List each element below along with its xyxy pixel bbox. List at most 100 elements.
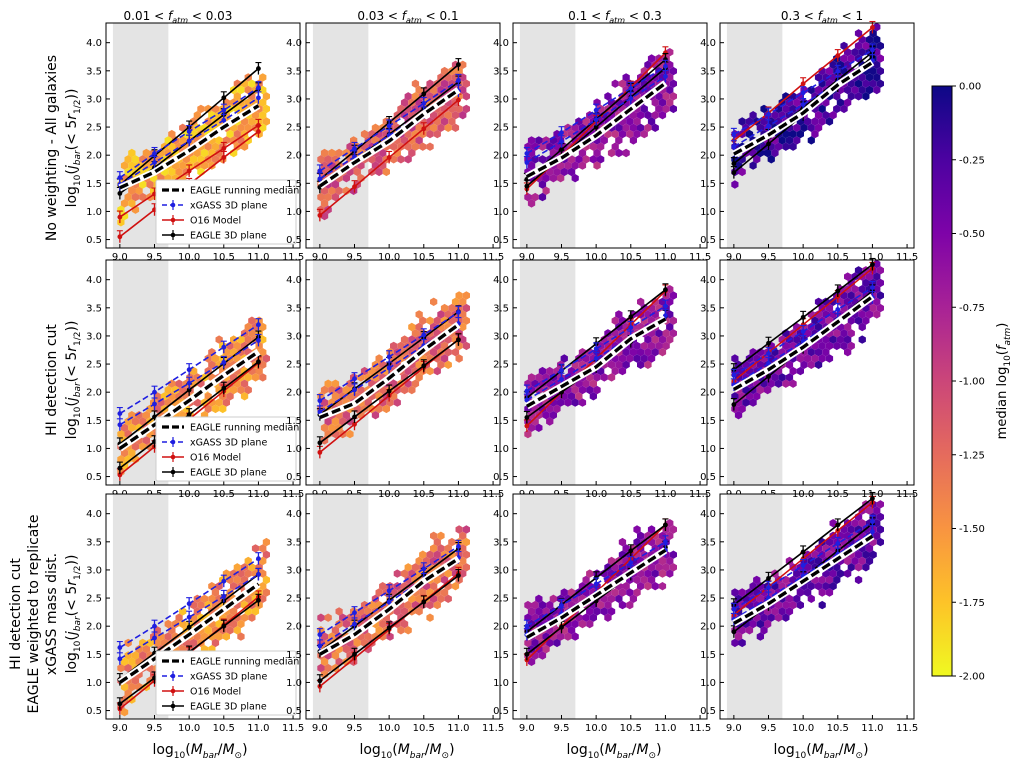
hexbin-cell [204,104,212,114]
hexbin-cell [444,111,452,120]
hexbin-cell [865,556,874,566]
hexbin-cell [557,174,565,183]
xgass-3d-plane-series-2 [116,333,262,431]
y-tick-label: 3.0 [493,94,509,105]
hexbin-cell [793,569,801,578]
hexbin-cell [128,448,136,458]
hexbin-cell [251,607,260,616]
x-tick-label: 11.5 [482,252,504,263]
eagle-running-median [319,323,460,420]
hexbin-cell [811,129,819,139]
hexbin-cell [600,607,608,616]
panel-frame [305,493,501,720]
panel-r3-c3: 0.5 1.0 1.5 2.0 2.5 3.0 3.5 4.0 9.0 9.5 10.0 10.5 11… [493,493,711,734]
x-axis-label-4: log10(Mbar/M⊙) [773,742,868,761]
hexbin-cell [658,111,667,120]
x-tick-label: 11.5 [282,723,304,734]
hexbin-cell [597,600,605,610]
row-labels: No weighting - All galaxies log10(jbar(<… [8,55,83,714]
hexbin-cell [669,525,677,534]
hexbin-cell [655,563,663,572]
hexbin-cell [542,411,550,420]
o16-model-series-1-point [317,449,323,455]
hexbin-cell [622,556,630,566]
hexbin-cell [255,366,263,376]
hexbin-cell [611,129,619,139]
hexbin-cell [818,588,826,597]
hexbin-cell [168,142,176,151]
hexbin-cell [822,335,830,344]
hexbin-cell [419,588,427,597]
hexbin-cell [419,550,427,559]
legend-label: EAGLE running median [190,423,299,434]
x-tick-label: 10.5 [620,723,642,734]
hexbin-cloud [731,259,884,420]
hexbin-cell [869,512,877,522]
hexbin-cell [262,588,270,597]
panel-r3-c2: 0.5 1.0 1.5 2.0 2.5 3.0 3.5 4.0 9.0 9.5 10.0 10.5 11… [286,493,504,734]
y-tick-label: 1.5 [493,650,509,661]
colorbar-tick-label: -0.25 [959,155,985,166]
xgass-3d-plane-series-2-point [559,139,564,145]
hexbin-cell [335,385,343,395]
hexbin-cell [204,117,212,126]
hexbin-cell [873,506,881,515]
hexbin-cell [135,411,143,420]
hexbin-cell [869,66,877,76]
hexbin-cell [753,575,761,585]
hexbin-cell [582,613,590,622]
hexbin-cell [858,85,866,95]
hexbin-cell [814,85,823,95]
hexbin-cell [644,335,652,344]
hexbin-cell [437,531,445,540]
hexbin-cell [455,354,463,363]
y-tick-label: 0.5 [286,472,302,483]
hexbin-cell [527,136,536,145]
hexbin-cell [604,92,612,101]
hexbin-cell [637,123,645,132]
eagle-3d-plane-series-2-point [256,597,261,603]
hexbin-cell [586,619,594,629]
hexbin-cell [179,136,187,145]
hexbin-cell [393,398,401,407]
hexbin-cell [219,404,227,414]
hexbin-cell [379,148,387,158]
y-tick-label: 1.5 [700,179,716,190]
y-tick-label: 3.0 [700,94,716,105]
x-tick-label: 9.0 [726,252,742,263]
hexbin-cell [782,613,790,622]
hexbin-cell [175,167,183,177]
y-tick-label: 3.0 [286,331,302,342]
hexbin-cell [393,569,401,578]
hexbin-cell [393,607,401,616]
xgass-3d-plane-series-2-point [186,380,192,386]
hexbin-cell [836,569,844,578]
hexbin-cell [128,186,136,195]
colorbar-tick-label: -1.25 [959,450,985,461]
hexbin-cell [789,341,797,351]
hexbin-cell [647,341,656,351]
y-tick-label: 1.0 [286,678,302,689]
hexbin-cell [734,594,743,603]
hexbin-cell [120,161,129,170]
y-tick-label: 1.5 [286,416,302,427]
hexbin-cell [749,111,757,120]
y-tick-label: 2.5 [700,360,716,371]
hexbin-cell [262,117,270,126]
legend-swatch-marker [170,703,176,709]
y-tick-label: 2.0 [286,151,302,162]
hexbin-cell [869,550,877,559]
hexbin-cell [244,335,252,344]
hexbin-cell [208,398,216,407]
hexbin-cell [379,582,387,591]
xgass-3d-plane-series-1-point [663,303,668,309]
x-tick-label: 9.5 [147,723,163,734]
xgass-3d-plane-series-1-point [524,151,530,156]
legend-label: O16 Model [190,216,241,227]
row-label-3-ylabel: log10(jbar(< 5r1/2)) [64,555,83,674]
y-tick-label: 3.5 [86,537,102,548]
hexbin-cell [324,417,332,426]
hexbin-cell [669,563,677,572]
hexbin-cell [615,136,623,145]
hexbin-cell [364,632,372,641]
